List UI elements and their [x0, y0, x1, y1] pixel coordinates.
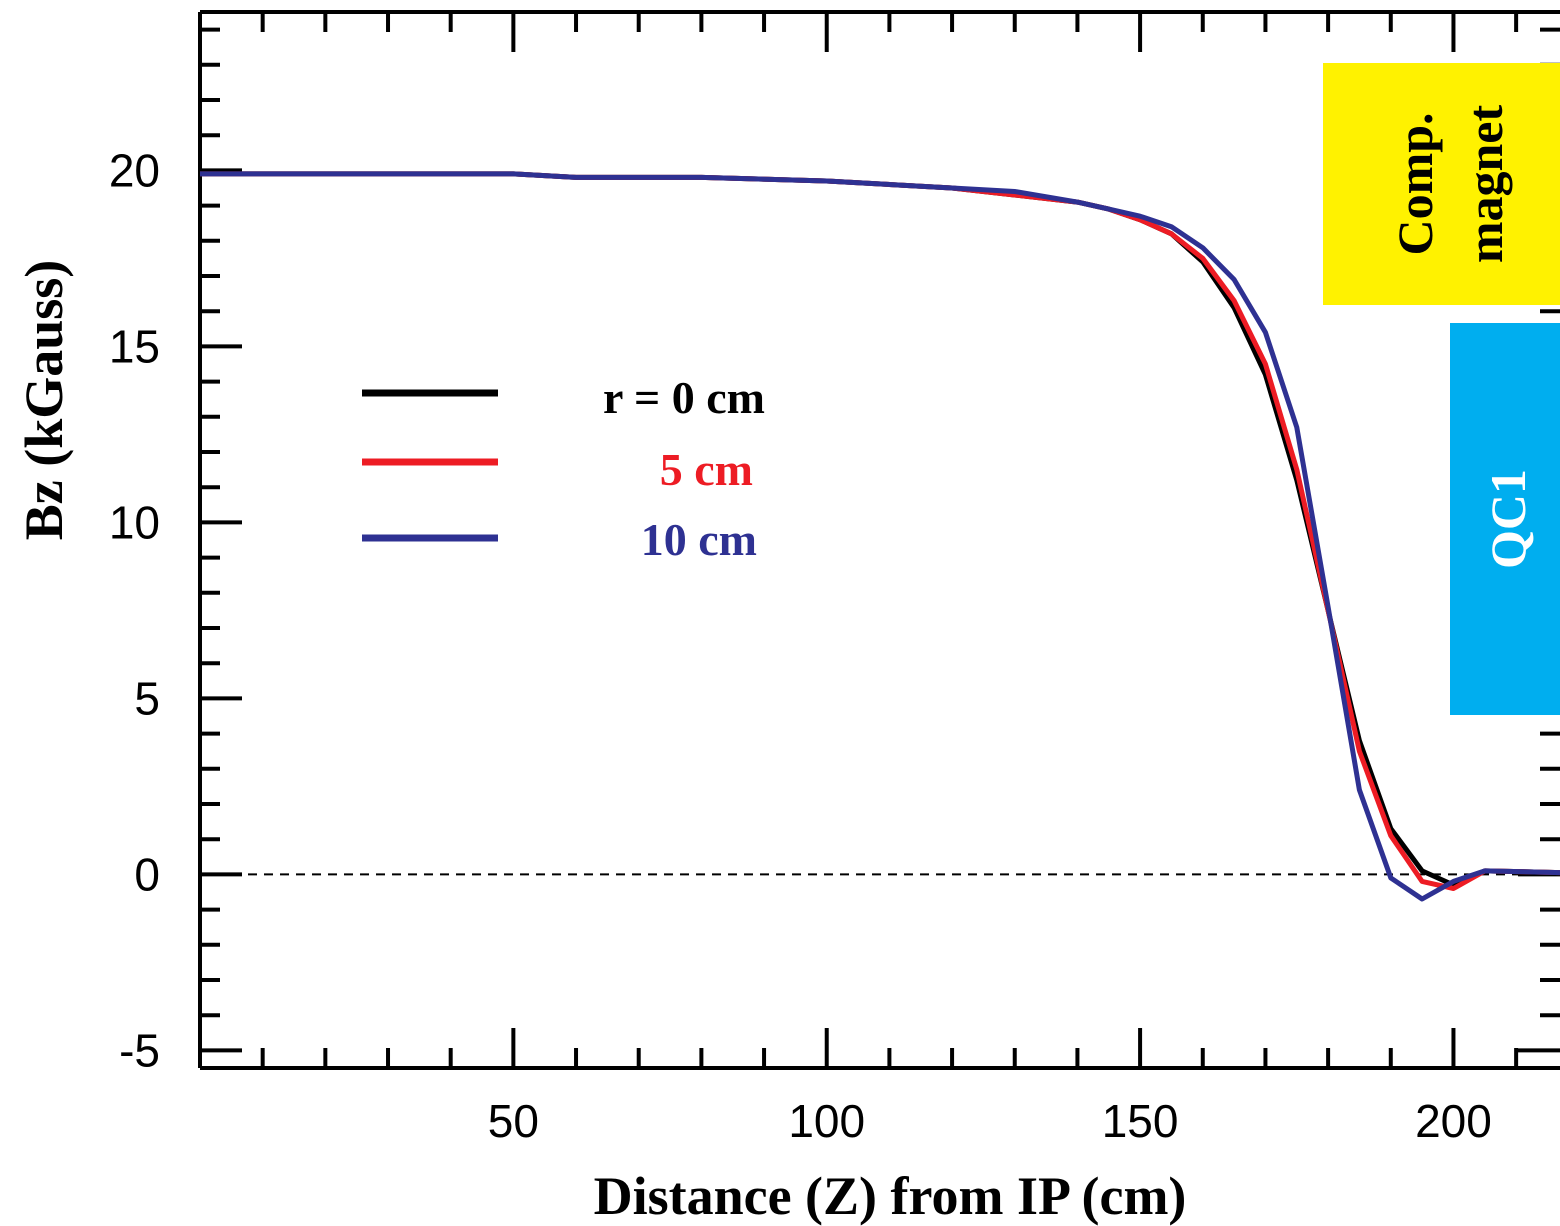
- series-lines: [200, 171, 1560, 902]
- tick-labels: 50 100 150 200 -5 0 5 10 15 20: [109, 144, 1492, 1147]
- y-axis-title: Bz (kGauss): [14, 260, 74, 541]
- comp-magnet-box: [1323, 63, 1560, 305]
- magnet-regions: Comp. magnet QC1: [1323, 63, 1560, 715]
- y-tick-label: 15: [109, 320, 160, 372]
- legend: r = 0 cm 5 cm 10 cm: [362, 372, 765, 565]
- y-tick-label: 0: [134, 848, 160, 900]
- legend-label-r0: r = 0 cm: [603, 372, 765, 423]
- x-tick-label: 50: [488, 1095, 539, 1147]
- x-tick-label: 150: [1102, 1095, 1179, 1147]
- y-tick-label: 5: [134, 672, 160, 724]
- comp-magnet-label-line2: magnet: [1457, 105, 1513, 264]
- qc1-box: [1450, 323, 1560, 715]
- x-tick-label: 100: [788, 1095, 865, 1147]
- series-line-2: [200, 171, 1560, 902]
- x-tick-label: 200: [1415, 1095, 1492, 1147]
- comp-magnet-label-line1: Comp.: [1387, 112, 1443, 255]
- y-tick-label: 20: [109, 144, 160, 196]
- y-tick-label: 10: [109, 496, 160, 548]
- x-axis-title: Distance (Z) from IP (cm): [594, 1166, 1187, 1226]
- y-tick-label: -5: [119, 1024, 160, 1076]
- plot-frame: [198, 10, 1560, 1070]
- legend-label-r10: 10 cm: [641, 514, 757, 565]
- legend-label-r5: 5 cm: [660, 444, 753, 495]
- qc1-label: QC1: [1480, 469, 1536, 569]
